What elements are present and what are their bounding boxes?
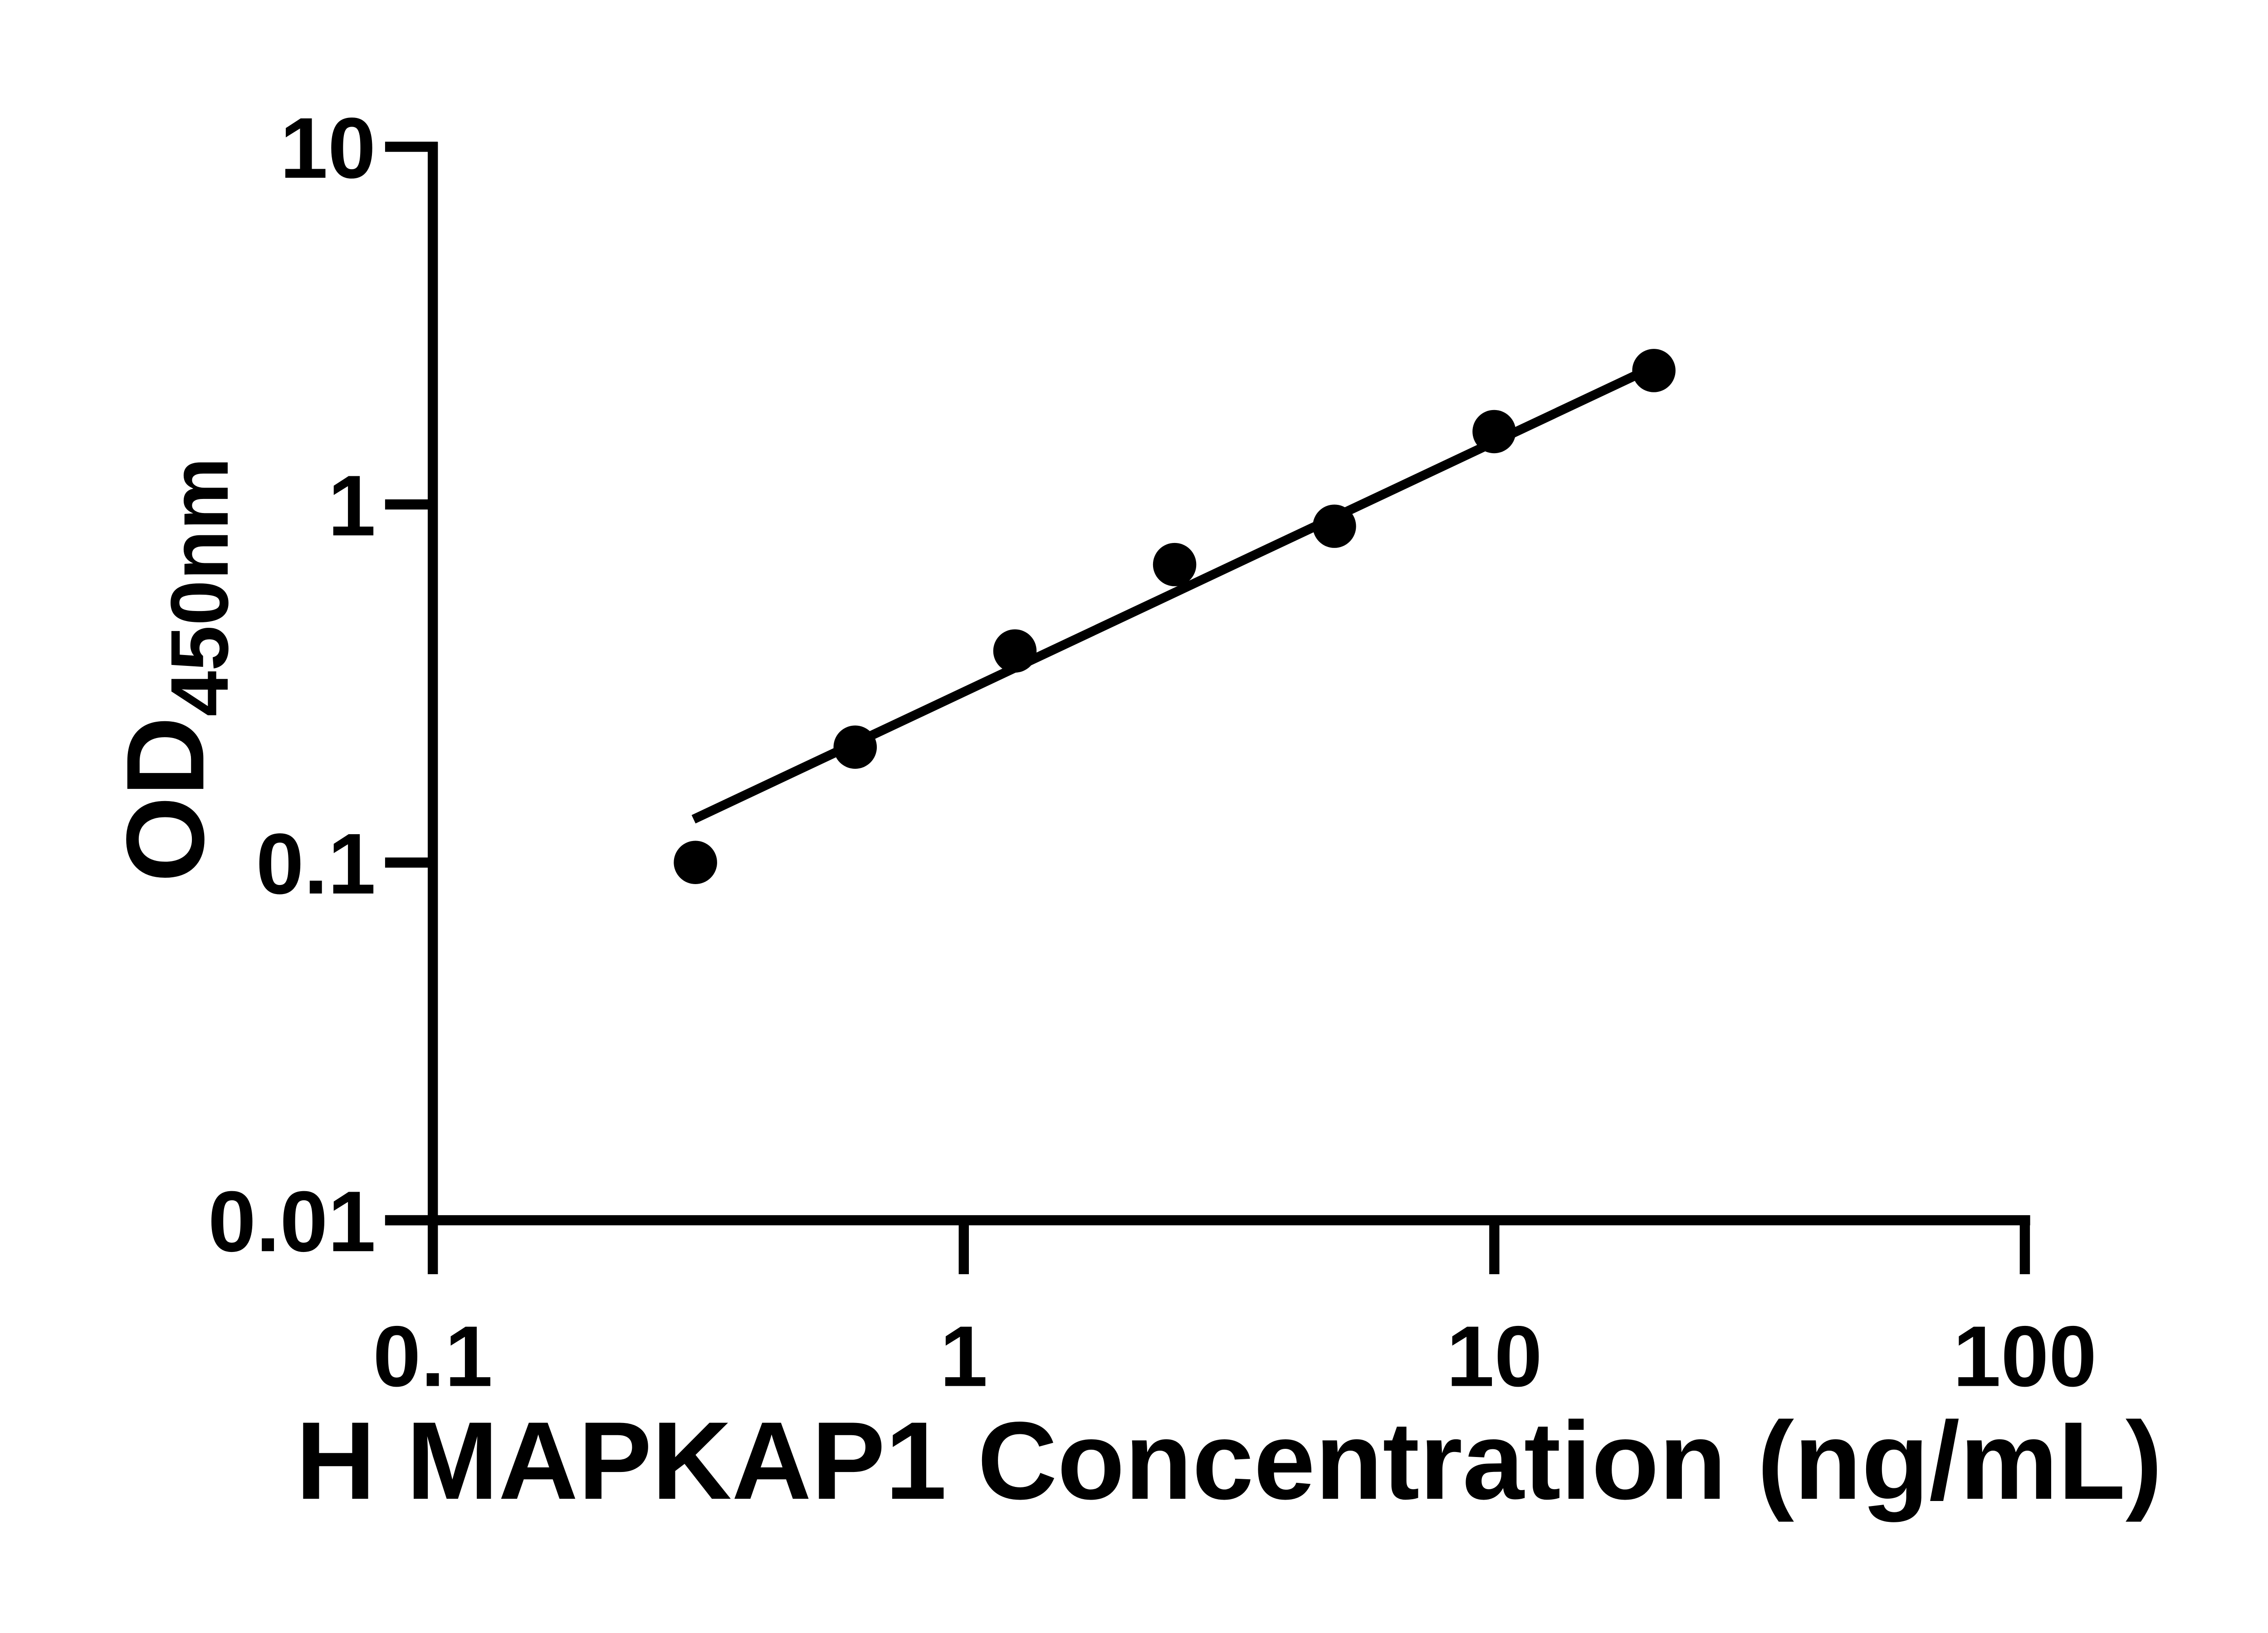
data-point — [993, 629, 1037, 673]
y-axis-title: OD450nm — [103, 457, 245, 882]
y-tick-label-1: 1 — [328, 458, 376, 554]
data-point — [1313, 504, 1356, 548]
y-axis-title-main: OD — [103, 716, 227, 882]
x-axis-tick-labels: 0.1 1 10 100 — [373, 1309, 2097, 1405]
data-point — [1472, 410, 1516, 454]
x-tick-label-100: 100 — [1953, 1309, 2097, 1405]
svg-text:OD450nm: OD450nm — [103, 457, 245, 882]
axes — [385, 142, 2030, 1274]
x-axis-ticks — [427, 1220, 2030, 1274]
data-point — [1632, 349, 1676, 392]
x-axis-title: H MAPKAP1 Concentration (ng/mL) — [296, 1398, 2162, 1522]
data-layer — [674, 349, 1676, 885]
elisa-standard-curve-chart: 10 1 0.1 0.01 0.1 1 10 100 H MAPKAP1 Con… — [103, 100, 2162, 1522]
y-tick-label-0.1: 0.1 — [256, 816, 376, 912]
x-tick-label-10: 10 — [1447, 1309, 1542, 1405]
data-point — [1153, 543, 1197, 587]
y-axis-tick-labels: 10 1 0.1 0.01 — [208, 100, 376, 1270]
x-tick-label-0.1: 0.1 — [373, 1309, 493, 1405]
data-point — [833, 725, 877, 769]
y-axis-title-subscript: 450nm — [154, 457, 245, 716]
y-tick-label-0.01: 0.01 — [208, 1173, 376, 1270]
figure-canvas: 10 1 0.1 0.01 0.1 1 10 100 H MAPKAP1 Con… — [103, 100, 2163, 1523]
data-point — [674, 841, 717, 885]
x-tick-label-1: 1 — [940, 1309, 988, 1405]
y-tick-label-10: 10 — [280, 100, 376, 196]
